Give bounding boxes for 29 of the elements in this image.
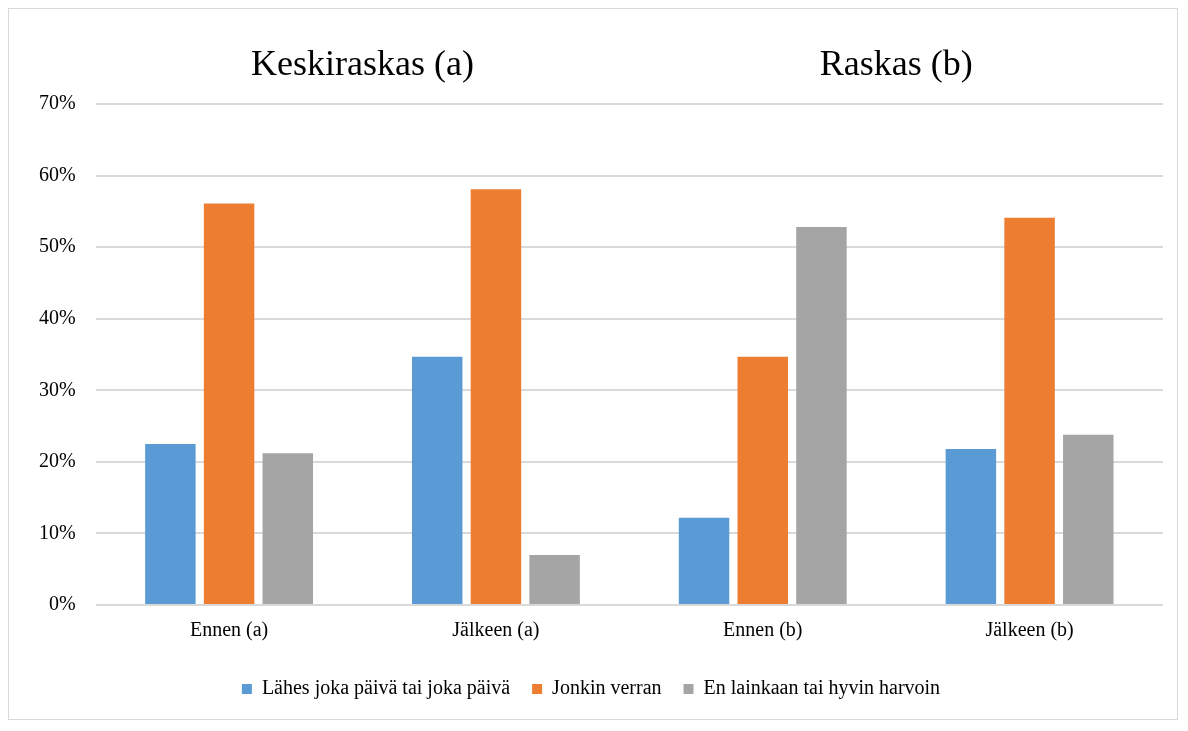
text: Raskas (b)	[819, 43, 973, 84]
bar	[203, 203, 255, 604]
y-tick-label: 10%	[38, 520, 76, 543]
y-tick-label: 0%	[48, 592, 76, 615]
x-tick-label: Jälkeen (a)	[452, 618, 540, 642]
bar	[262, 453, 314, 604]
bar	[945, 448, 997, 604]
x-tick-label: Ennen (a)	[189, 618, 269, 642]
x-tick-label: Jälkeen (b)	[985, 618, 1074, 642]
y-tick-label: 50%	[38, 234, 76, 257]
y-tick-label: 60%	[38, 162, 76, 185]
legend-label: En lainkaan tai hyvin harvoin	[703, 676, 941, 700]
text: Keskiraskas (a)	[251, 43, 474, 84]
bar	[470, 189, 522, 604]
y-tick-label: 20%	[38, 449, 76, 472]
bar	[737, 356, 788, 604]
bar	[145, 443, 196, 604]
bar	[1063, 434, 1114, 604]
bar	[678, 517, 730, 604]
x-tick-label: Ennen (b)	[723, 618, 803, 642]
bar	[1004, 217, 1055, 604]
bar	[796, 227, 847, 604]
y-tick-label: 30%	[38, 377, 76, 400]
bar	[411, 356, 463, 604]
y-tick-label: 70%	[38, 91, 76, 114]
legend-label: Jonkin verran	[552, 676, 662, 699]
y-tick-label: 40%	[38, 305, 76, 328]
bar	[529, 554, 580, 604]
legend-label: Lähes joka päivä tai joka päivä	[261, 676, 511, 700]
